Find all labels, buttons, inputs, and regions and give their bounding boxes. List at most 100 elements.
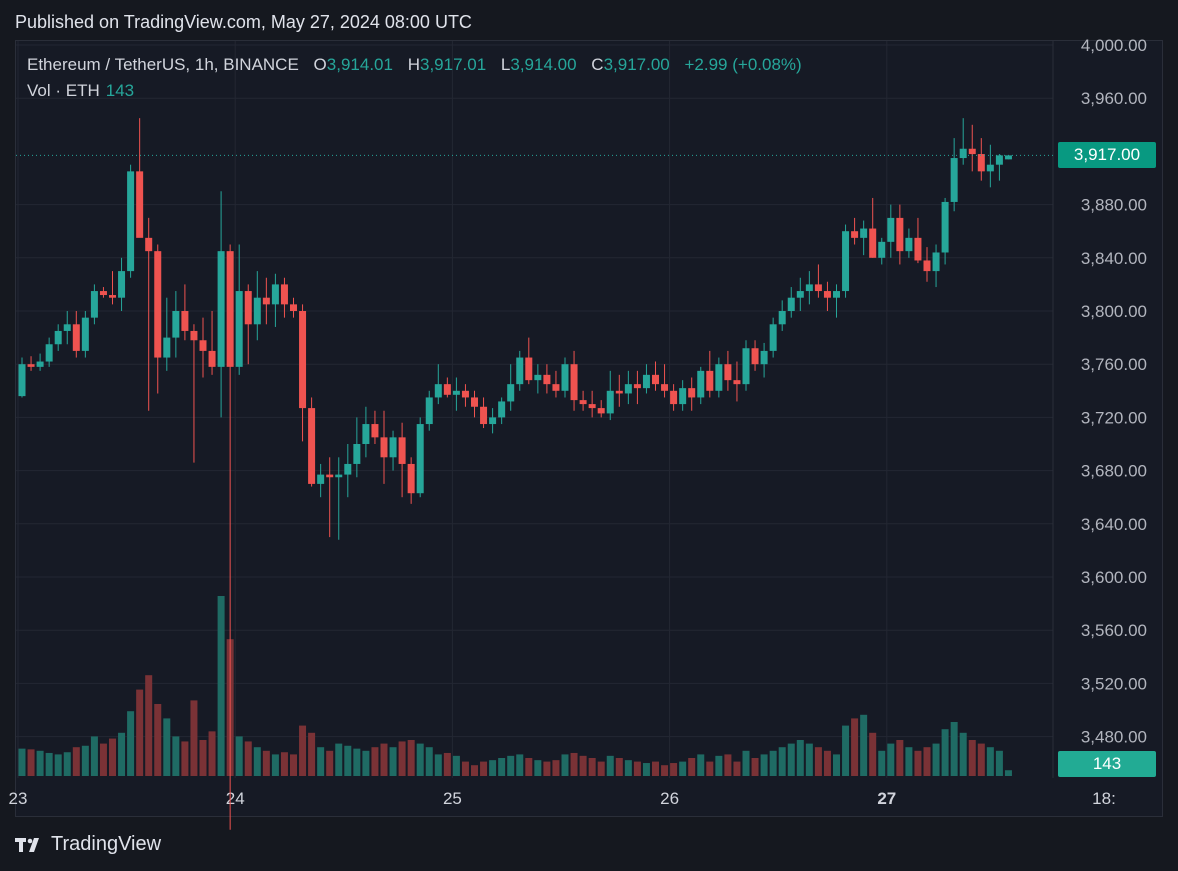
candle-body [380,437,388,458]
volume-bar [950,722,958,776]
candle-body [769,324,777,351]
volume-bar [706,761,714,776]
candle-body [317,474,325,484]
volume-bar [833,754,840,776]
candle-body [706,370,714,391]
candle-body [995,155,1003,165]
volume-bar [353,748,361,776]
volume-bar [118,732,126,776]
candle-body [968,148,976,155]
candle-body [606,390,614,414]
volume-bar [597,761,605,776]
candle-body [986,164,994,172]
volume-bar [932,743,940,776]
chart-frame[interactable] [15,40,1163,817]
footer-brand[interactable]: TradingView [15,833,161,856]
volume-bar [652,761,659,776]
candle-body [615,390,623,394]
volume-bar [181,741,189,776]
candle-body [833,291,840,298]
candle-body [778,311,786,325]
volume-badge: 143 [1058,751,1156,777]
candle-body [27,364,35,367]
candle-body [561,364,569,391]
candle-body [154,251,162,358]
candle-body [45,344,53,362]
volume-bar [751,758,759,776]
candle-body [579,400,587,405]
candle-body [308,408,316,484]
y-tick-label: 3,960.00 [1081,89,1147,108]
candle-body [18,364,26,397]
volume-legend[interactable]: Vol · ETH 143 [27,81,134,101]
volume-bar [851,718,859,776]
candle-body [199,340,207,351]
candle-body [127,171,135,272]
candle-body [36,361,44,367]
volume-bar [941,729,949,776]
candle-body [398,437,406,464]
volume-bar [136,689,144,776]
candle-body [851,231,859,238]
volume-bar [633,761,641,776]
volume-bar [959,732,967,776]
volume-bar [624,760,632,776]
y-tick-label: 3,720.00 [1081,408,1147,427]
candle-body [407,463,415,494]
volume-bar [280,752,288,776]
volume-bar [190,700,198,776]
volume-bar [398,741,406,776]
volume-bar [561,754,569,776]
candle-body [588,404,596,409]
high-value: 3,917.01 [419,55,487,74]
y-tick-label: 3,840.00 [1081,249,1147,268]
candle-body [552,384,560,391]
candle-body [624,384,632,394]
volume-bar [787,743,795,776]
y-tick-label: 4,000.00 [1081,36,1147,55]
volume-bar [217,596,225,776]
volume-bar [154,704,162,776]
close-value: 3,917.00 [603,55,670,74]
volume-bar [145,675,153,776]
volume-bar [724,754,732,776]
candle-body [253,297,261,325]
volume-bar [416,743,424,776]
change-value: +2.99 (+0.08%) [684,55,802,74]
candle-body [724,364,732,381]
candle-body [235,291,243,367]
x-tick-label: 23 [9,789,28,808]
volume-bar [262,750,270,776]
candle-body [887,217,895,242]
volume-bar [823,750,831,776]
candle-body [290,304,297,311]
volume-bar [308,732,316,776]
candle-body [280,284,288,305]
footer-brand-text: TradingView [51,833,162,855]
volume-bar [507,755,515,776]
candle-body [814,284,822,292]
volume-bar [18,748,26,776]
candle-body [860,228,868,238]
volume-bar [715,755,723,776]
volume-bar [914,750,922,776]
candle-body [507,384,515,402]
volume-bar [670,763,678,776]
candle-body [81,317,89,351]
y-tick-label: 3,800.00 [1081,302,1147,321]
volume-bar [896,740,904,776]
symbol-legend[interactable]: Ethereum / TetherUS, 1h, BINANCE O3,914.… [27,55,802,75]
candle-body [461,390,469,398]
low-label: L [500,55,511,74]
candle-body [941,201,949,253]
volume-bar [199,740,207,776]
volume-bar [534,760,542,776]
candle-body [208,350,216,367]
candle-body [597,408,605,414]
y-tick-label: 3,520.00 [1081,674,1147,693]
candle-body [1004,155,1012,160]
volume-bar [471,765,478,776]
candle-body [760,350,768,365]
low-value: 3,914.00 [510,55,577,74]
